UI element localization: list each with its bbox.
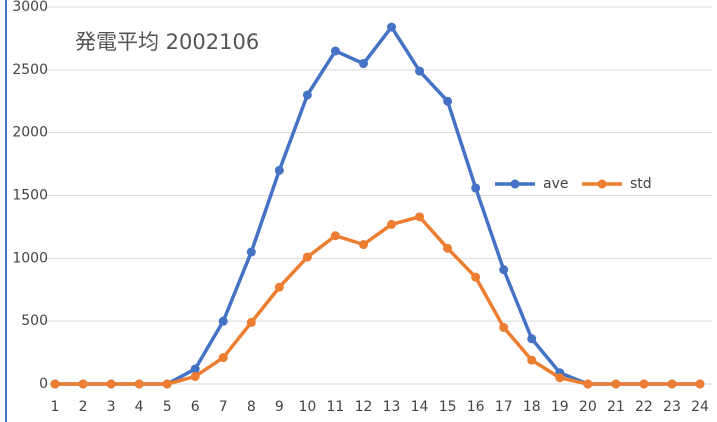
point [162,379,172,389]
x-tick-label: 6 [191,399,200,415]
x-tick-label: 17 [495,399,513,415]
point [471,272,481,282]
point [246,247,256,257]
point [499,322,509,332]
x-tick-label: 1 [51,399,60,415]
y-tick-label: 3000 [12,0,48,15]
point [330,231,340,241]
point [555,373,565,383]
x-tick-label: 9 [275,399,284,415]
point [330,46,340,56]
point [78,379,88,389]
point [415,212,425,222]
legend-label: std [630,176,652,192]
chart-title: 発電平均 2002106 [75,30,259,54]
point [302,90,312,100]
y-tick-label: 1500 [12,188,48,204]
x-tick-label: 13 [383,399,401,415]
x-tick-label: 19 [551,399,569,415]
point [134,379,144,389]
point [358,59,368,69]
point [387,22,397,32]
point [667,379,677,389]
x-tick-label: 14 [411,399,429,415]
point [218,316,228,326]
point [50,379,60,389]
x-tick-label: 20 [579,399,597,415]
x-tick-label: 24 [691,399,709,415]
point [387,219,397,229]
point [358,240,368,250]
y-tick-label: 2000 [12,125,48,141]
x-tick-label: 7 [219,399,228,415]
x-tick-label: 4 [135,399,144,415]
point [218,353,228,363]
point [106,379,116,389]
x-tick-label: 12 [355,399,373,415]
x-tick-label: 16 [467,399,485,415]
point [611,379,621,389]
legend-marker [597,179,607,189]
point [695,379,705,389]
point [274,165,284,175]
point [583,379,593,389]
point [527,355,537,365]
point [415,66,425,76]
point [190,371,200,381]
point [471,183,481,193]
y-tick-label: 500 [21,313,48,329]
point [274,282,284,292]
x-tick-label: 18 [523,399,541,415]
x-tick-label: 23 [663,399,681,415]
x-tick-label: 11 [327,399,345,415]
x-tick-label: 21 [607,399,625,415]
x-tick-label: 5 [163,399,172,415]
series-line [55,215,700,386]
x-tick-label: 8 [247,399,256,415]
x-tick-label: 3 [107,399,116,415]
x-tick-label: 15 [439,399,457,415]
y-tick-label: 0 [39,376,48,392]
point [639,379,649,389]
point [443,96,453,106]
series-line [55,25,700,386]
point [302,252,312,262]
point [246,317,256,327]
legend-marker [510,179,520,189]
legend-label: ave [543,176,568,192]
y-tick-label: 2500 [12,62,48,78]
point [190,364,200,374]
y-tick-label: 1000 [12,250,48,266]
point [499,265,509,275]
point [527,334,537,344]
x-tick-label: 2 [79,399,88,415]
x-tick-label: 10 [298,399,316,415]
x-tick-label: 22 [635,399,653,415]
point [443,243,453,253]
